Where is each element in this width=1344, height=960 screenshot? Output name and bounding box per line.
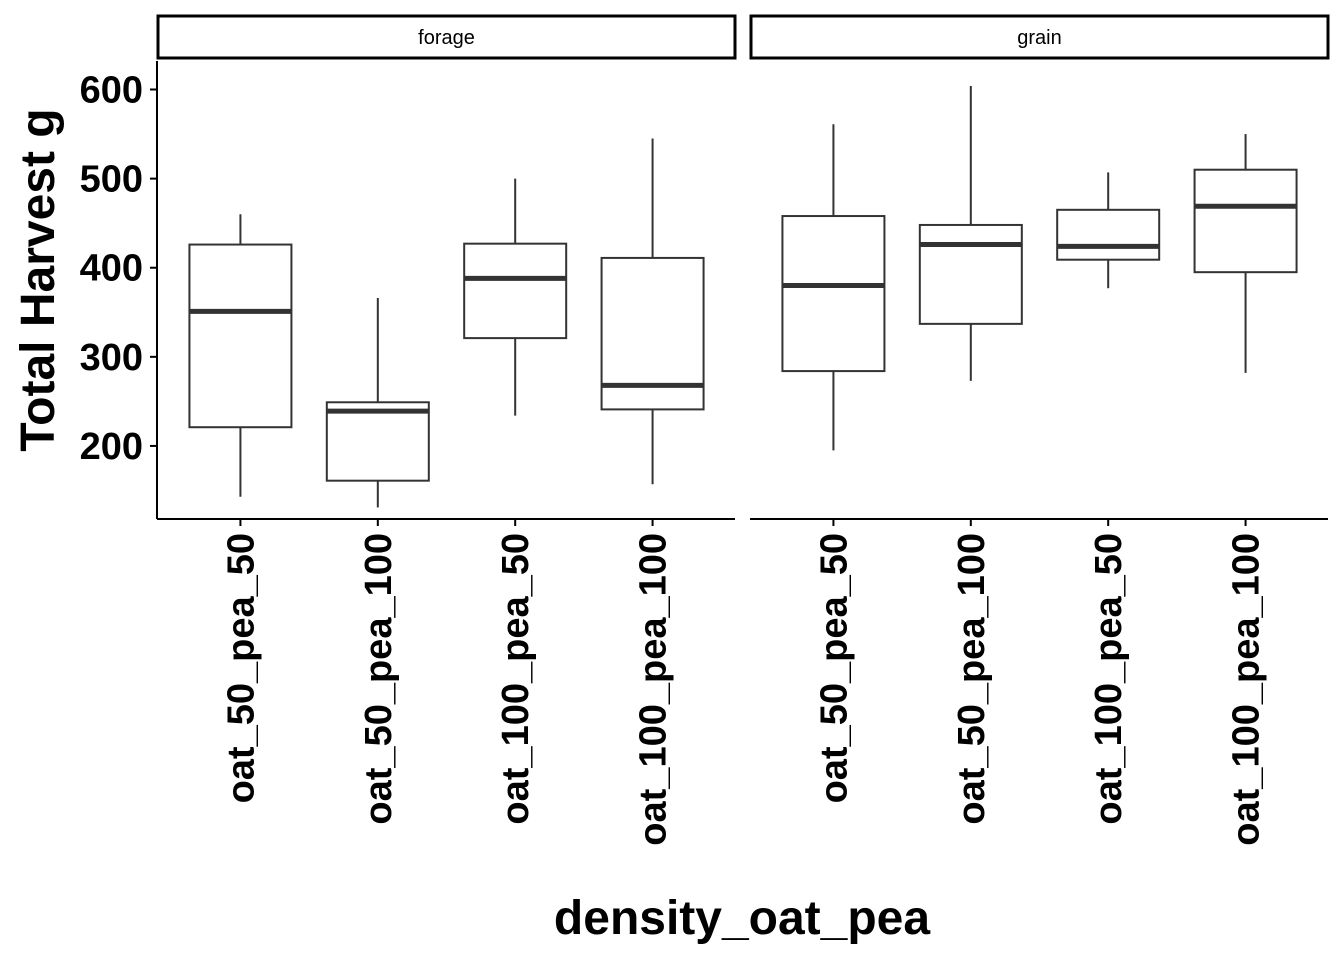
box-iqr [463, 242, 568, 340]
facet-strip-label: grain [1017, 27, 1061, 49]
y-tick-label: 500 [80, 159, 143, 201]
box-iqr [325, 401, 430, 482]
y-tick-label: 300 [80, 337, 143, 379]
box-oat_50_pea_100 [325, 298, 430, 508]
y-tick-label: 600 [80, 70, 143, 112]
y-axis-title: Total Harvest g [12, 108, 65, 451]
x-axis-title: density_oat_pea [554, 892, 930, 945]
facet-strip [749, 14, 1330, 60]
x-tick-label: oat_100_pea_50 [495, 533, 537, 825]
x-tick-label: oat_100_pea_50 [1088, 533, 1130, 825]
y-axis: 200 300 400 500 600 [80, 61, 158, 519]
y-tick-label: 200 [80, 426, 143, 468]
x-tick-label: oat_50_pea_50 [813, 533, 855, 803]
box-iqr [781, 215, 886, 373]
y-tick-label: 400 [80, 248, 143, 290]
facet-forage: forage oat_50_pea_50 oat_50_pea_100 oat_100… [156, 14, 737, 846]
x-tick-label: oat_100_pea_100 [1226, 533, 1268, 846]
facet-grain: grain oat_50_pea_50 oat_50_pea_100 oat_100_… [749, 14, 1330, 846]
facet-strip [156, 14, 737, 60]
box-oat_100_pea_50 [463, 178, 568, 416]
box-oat_50_pea_50 [188, 214, 293, 497]
facets-layer: forage oat_50_pea_50 oat_50_pea_100 oat_100… [156, 14, 1330, 846]
box-oat_100_pea_50 [1056, 172, 1161, 289]
box-iqr [188, 243, 293, 429]
x-tick-label: oat_50_pea_50 [220, 533, 262, 803]
x-tick-label: oat_50_pea_100 [951, 533, 993, 825]
box-iqr [918, 223, 1023, 325]
box-oat_100_pea_100 [600, 138, 705, 485]
box-iqr [1056, 208, 1161, 261]
facet-strip-label: forage [418, 27, 475, 49]
box-oat_50_pea_50 [781, 124, 886, 451]
box-iqr [1193, 168, 1298, 274]
x-tick-label: oat_100_pea_100 [633, 533, 675, 846]
box-oat_100_pea_100 [1193, 134, 1298, 373]
x-tick-label: oat_50_pea_100 [358, 533, 400, 825]
box-oat_50_pea_100 [918, 85, 1023, 381]
